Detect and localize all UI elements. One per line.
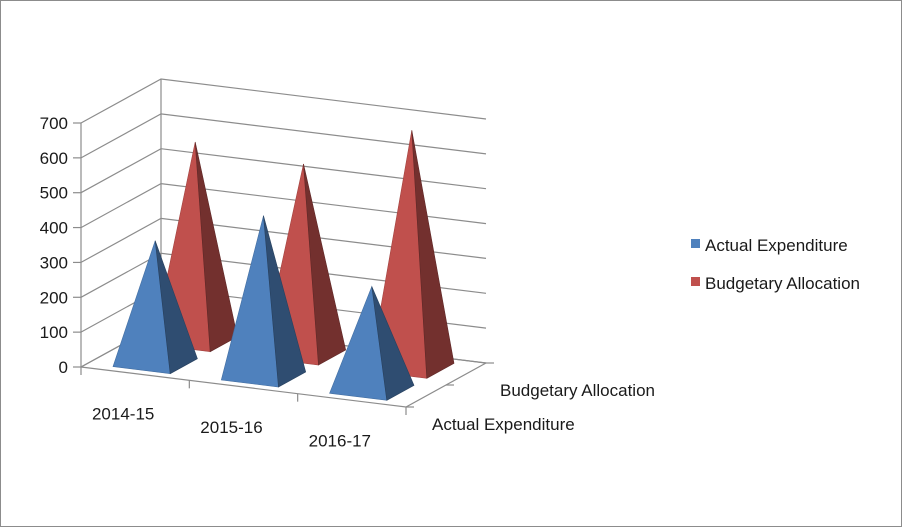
pyramid-side-face xyxy=(263,215,307,388)
bar-actual-expenditure-2015-16 xyxy=(220,215,307,388)
y-tick-label: 600 xyxy=(40,149,68,168)
depth-label: Budgetary Allocation xyxy=(500,381,655,400)
gridline xyxy=(80,78,487,124)
x-tick-label: 2015-16 xyxy=(200,418,262,437)
pyramid-side-face xyxy=(371,286,415,401)
x-tick-label: 2014-15 xyxy=(92,405,154,424)
depth-label: Actual Expenditure xyxy=(432,415,575,434)
legend: Actual Expenditure Budgetary Allocation xyxy=(691,236,860,293)
y-tick-label: 200 xyxy=(40,288,68,307)
gridline xyxy=(80,148,487,194)
pyramid-side-face xyxy=(411,130,455,379)
pyramid-side-face xyxy=(194,141,238,353)
gridlines xyxy=(80,78,487,368)
legend-entry: Actual Expenditure xyxy=(691,236,848,255)
y-tick-label: 700 xyxy=(40,114,68,133)
legend-swatch xyxy=(691,277,700,286)
pyramid-side-face xyxy=(303,163,347,366)
legend-label: Budgetary Allocation xyxy=(705,274,860,293)
legend-swatch xyxy=(691,239,700,248)
pyramid-side-face xyxy=(154,240,198,375)
y-tick-label: 500 xyxy=(40,184,68,203)
y-tick-label: 300 xyxy=(40,253,68,272)
legend-entry: Budgetary Allocation xyxy=(691,274,860,293)
y-tick-label: 400 xyxy=(40,219,68,238)
bar-actual-expenditure-2016-17 xyxy=(329,285,415,401)
gridline xyxy=(80,113,487,159)
bar-actual-expenditure-2014-15 xyxy=(112,240,198,375)
y-tick-labels: 0 100 200 300 400 500 600 700 xyxy=(40,114,68,377)
x-tick-labels: 2014-15 2015-16 2016-17 xyxy=(92,405,371,451)
legend-label: Actual Expenditure xyxy=(705,236,848,255)
y-tick-label: 0 xyxy=(59,358,68,377)
x-tick-label: 2016-17 xyxy=(309,431,371,450)
y-tick-label: 100 xyxy=(40,323,68,342)
bars xyxy=(112,130,455,401)
depth-axis-labels: Budgetary Allocation Actual Expenditure xyxy=(432,381,655,434)
